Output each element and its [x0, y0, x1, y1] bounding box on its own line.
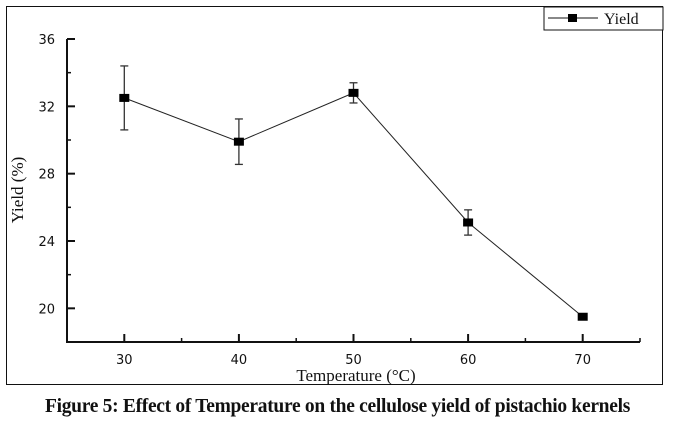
- legend-box: [543, 6, 664, 31]
- x-axis-title: Temperature (°C): [296, 366, 415, 385]
- data-point: [348, 88, 359, 97]
- legend-marker: [568, 14, 577, 22]
- data-point: [463, 218, 474, 227]
- data-point: [119, 93, 130, 102]
- y-tick-label: 20: [38, 302, 55, 317]
- y-tick-label: 28: [38, 168, 55, 183]
- figure-caption: Figure 5: Effect of Temperature on the c…: [44, 396, 630, 417]
- legend-label: Yield: [604, 11, 639, 28]
- series-line: [124, 92, 584, 318]
- data-point: [577, 312, 588, 321]
- series-yield: [119, 65, 588, 321]
- x-tick-label: 30: [116, 353, 133, 368]
- data-point: [233, 137, 244, 146]
- y-tick-label: 24: [38, 235, 55, 250]
- y-tick-label: 36: [38, 33, 55, 48]
- axes: 20 24 28 32 36 30 40 50 60 70: [38, 33, 641, 368]
- y-tick-label: 32: [38, 100, 55, 115]
- legend: Yield: [543, 6, 664, 31]
- figure-frame: [6, 6, 663, 385]
- y-axis-title: Yield (%): [8, 157, 27, 224]
- x-tick-label: 60: [460, 353, 477, 368]
- x-tick-label: 40: [231, 353, 248, 368]
- chart: 20 24 28 32 36 30 40 50 60 70 Temperature (°C) Yi…: [8, 6, 664, 385]
- x-tick-label: 50: [345, 353, 362, 368]
- x-tick-label: 70: [574, 353, 591, 368]
